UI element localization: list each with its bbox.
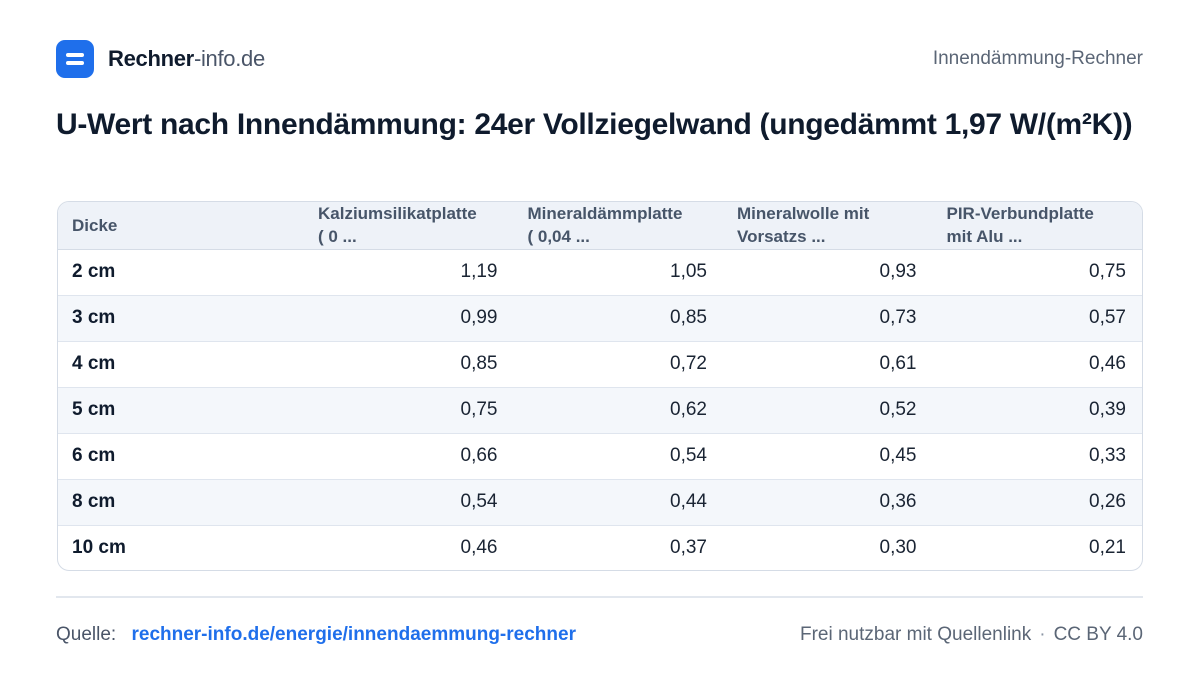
u-value-cell: 1,05 xyxy=(513,249,723,296)
brand-name-bold: Rechner xyxy=(108,46,194,71)
thickness-cell: 5 cm xyxy=(58,387,304,434)
u-value-cell: 0,72 xyxy=(513,341,723,388)
u-value-cell: 0,44 xyxy=(513,479,723,526)
brand-name-light: -info.de xyxy=(193,46,265,71)
u-value-cell: 0,37 xyxy=(670,537,707,559)
license-text: Frei nutzbar mit Quellenlink xyxy=(799,624,1032,645)
u-value-cell: 0,75 xyxy=(932,249,1142,296)
u-value-cell: 0,73 xyxy=(723,295,933,342)
u-value-cell: 0,46 xyxy=(932,341,1142,388)
u-value-cell: 0,36 xyxy=(723,479,933,526)
thickness-cell: 4 cm xyxy=(58,341,304,388)
footer-divider xyxy=(56,596,1143,598)
page-title: U-Wert nach Innendämmung: 24er Vollziege… xyxy=(56,108,1133,141)
license-separator: · xyxy=(1039,624,1046,645)
source-label: Quelle: xyxy=(56,624,117,645)
u-value-cell: 0,57 xyxy=(932,295,1142,342)
table-row: 10 cm 0,46 0,37 0,30 0,21 xyxy=(58,525,1142,570)
thickness-cell: 6 cm xyxy=(58,433,304,480)
thickness-cell: 8 cm xyxy=(58,479,304,526)
u-value-cell: 0,93 xyxy=(723,249,933,296)
u-value-cell: 0,45 xyxy=(723,433,933,480)
thickness-cell: 10 cm xyxy=(72,537,126,559)
license-name: CC BY 4.0 xyxy=(1053,624,1143,645)
u-value-cell: 0,75 xyxy=(304,387,514,434)
u-value-cell: 0,66 xyxy=(304,433,514,480)
u-value-cell: 0,85 xyxy=(513,295,723,342)
u-value-table: Dicke Kalziumsilikatplatte( 0 ... Minera… xyxy=(58,202,1142,570)
u-value-cell: 0,85 xyxy=(304,341,514,388)
thickness-cell: 2 cm xyxy=(58,249,304,296)
table-row: 2 cm 1,19 1,05 0,93 0,75 xyxy=(58,249,1142,296)
data-table-container: Dicke Kalziumsilikatplatte( 0 ... Minera… xyxy=(57,201,1143,571)
u-value-cell: 1,19 xyxy=(304,249,514,296)
brand[interactable]: Rechner-info.de xyxy=(56,40,265,78)
column-header-dicke: Dicke xyxy=(58,202,304,250)
table-row: 5 cm 0,75 0,62 0,52 0,39 xyxy=(58,387,1142,434)
table-header-row: Dicke Kalziumsilikatplatte( 0 ... Minera… xyxy=(58,202,1142,250)
calculator-name: Innendämmung-Rechner xyxy=(932,48,1143,69)
table-row: 4 cm 0,85 0,72 0,61 0,46 xyxy=(58,341,1142,388)
u-value-cell: 0,52 xyxy=(723,387,933,434)
u-value-cell: 0,99 xyxy=(304,295,514,342)
table-row: 6 cm 0,66 0,54 0,45 0,33 xyxy=(58,433,1142,480)
source-link[interactable]: rechner-info.de/energie/innendaemmung-re… xyxy=(131,624,576,645)
table-row: 8 cm 0,54 0,44 0,36 0,26 xyxy=(58,479,1142,526)
column-header-pir-verbundplatte: PIR-Verbundplatte mit Alu ... xyxy=(932,202,1142,250)
logo-icon xyxy=(56,40,94,78)
u-value-cell: 0,54 xyxy=(304,479,514,526)
u-value-cell: 0,21 xyxy=(1089,537,1126,559)
source: Quelle: rechner-info.de/energie/innendae… xyxy=(56,624,576,646)
u-value-cell: 0,39 xyxy=(932,387,1142,434)
u-value-cell: 0,46 xyxy=(460,537,498,559)
brand-name: Rechner-info.de xyxy=(108,46,265,72)
column-header-kalziumsilikatplatte: Kalziumsilikatplatte( 0 ... xyxy=(304,202,514,250)
page-footer: Quelle: rechner-info.de/energie/innendae… xyxy=(56,620,1143,650)
thickness-cell: 3 cm xyxy=(58,295,304,342)
u-value-cell: 0,33 xyxy=(932,433,1142,480)
license-info: Frei nutzbar mit Quellenlink · CC BY 4.0 xyxy=(800,624,1143,646)
table-row: 3 cm 0,99 0,85 0,73 0,57 xyxy=(58,295,1142,342)
u-value-cell: 0,54 xyxy=(513,433,723,480)
u-value-cell: 0,30 xyxy=(879,537,917,559)
u-value-cell: 0,26 xyxy=(932,479,1142,526)
page-header: Rechner-info.de Innendämmung-Rechner xyxy=(56,40,1143,78)
column-header-mineralwolle: Mineralwolle mit Vorsatzs ... xyxy=(723,202,933,250)
u-value-cell: 0,62 xyxy=(513,387,723,434)
u-value-cell: 0,61 xyxy=(723,341,933,388)
column-header-mineraldaemmplatte: Mineraldämmplatte( 0,04 ... xyxy=(513,202,723,250)
